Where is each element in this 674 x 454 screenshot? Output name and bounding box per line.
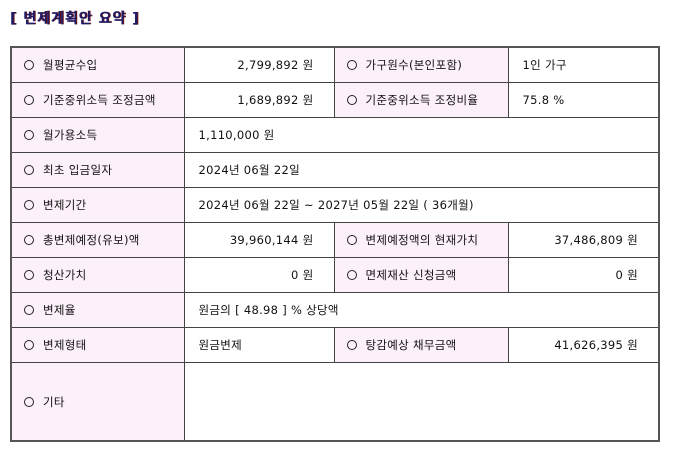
table-row: 변제율 원금의 [ 48.98 ] % 상당액 (10, 292, 660, 328)
adjusted-amount-label: 기준중위소득 조정금액 (43, 93, 156, 107)
disposable-income-label: 월가용소득 (43, 128, 98, 142)
circle-bullet-icon (346, 340, 357, 350)
table-row: 월평균수입 2,799,892 원 가구원수(본인포함) 1인 가구 (10, 46, 660, 83)
circle-bullet-icon (24, 95, 34, 105)
table-row: 변제기간 2024년 06월 22일 ~ 2027년 05월 22일 ( 36개… (10, 187, 660, 223)
repayment-rate-value: 원금의 [ 48.98 ] % 상당액 (183, 292, 660, 328)
circle-bullet-icon (24, 235, 34, 245)
label-cell: 변제율 (10, 292, 185, 328)
table-row: 청산가치 0 원 면제재산 신청금액 0 원 (10, 257, 660, 293)
expected-debt-label: 탕감예상 채무금액 (365, 338, 457, 352)
label-cell: 면제재산 신청금액 (333, 257, 509, 293)
circle-bullet-icon (24, 305, 34, 315)
disposable-income-value: 1,110,000 원 (183, 117, 660, 153)
table-row: 월가용소득 1,110,000 원 (10, 117, 660, 153)
present-value-value: 37,486,809 원 (507, 222, 660, 258)
label-cell: 기준중위소득 조정금액 (10, 82, 185, 118)
table-row: 기타 (10, 362, 660, 442)
household-value: 1인 가구 (507, 46, 660, 83)
label-cell: 변제기간 (10, 187, 185, 223)
page-title: [ 변제계획안 요약 ] (10, 11, 140, 27)
expected-debt-value: 41,626,395 원 (507, 327, 660, 363)
repayment-type-label: 변제형태 (43, 338, 87, 352)
exempt-property-value: 0 원 (507, 257, 660, 293)
circle-bullet-icon (24, 396, 34, 407)
circle-bullet-icon (24, 165, 34, 175)
circle-bullet-icon (24, 200, 34, 210)
label-cell: 최초 입금일자 (10, 152, 185, 188)
liquidation-value-value: 0 원 (183, 257, 335, 293)
monthly-income-value: 2,799,892 원 (183, 46, 335, 83)
adjusted-ratio-value: 75.8 % (507, 82, 660, 118)
repayment-rate-label: 변제율 (43, 303, 76, 317)
total-planned-value: 39,960,144 원 (183, 222, 335, 258)
label-cell: 기준중위소득 조정비율 (333, 82, 509, 118)
label-cell: 월가용소득 (10, 117, 185, 153)
circle-bullet-icon (346, 270, 357, 280)
label-cell: 탕감예상 채무금액 (333, 327, 509, 363)
liquidation-value-label: 청산가치 (43, 268, 87, 282)
period-value: 2024년 06월 22일 ~ 2027년 05월 22일 ( 36개월) (183, 187, 660, 223)
circle-bullet-icon (24, 60, 34, 70)
adjusted-amount-value: 1,689,892 원 (183, 82, 335, 118)
adjusted-ratio-label: 기준중위소득 조정비율 (365, 93, 479, 107)
period-label: 변제기간 (43, 198, 87, 212)
label-cell: 변제형태 (10, 327, 185, 363)
table-row: 변제형태 원금변제 탕감예상 채무금액 41,626,395 원 (10, 327, 660, 363)
table-row: 최초 입금일자 2024년 06월 22일 (10, 152, 660, 188)
other-label: 기타 (43, 394, 65, 409)
label-cell: 기타 (10, 362, 185, 442)
table-row: 기준중위소득 조정금액 1,689,892 원 기준중위소득 조정비율 75.8… (10, 82, 660, 118)
circle-bullet-icon (346, 60, 357, 70)
exempt-property-label: 면제재산 신청금액 (365, 268, 457, 282)
repayment-plan-summary-table: 월평균수입 2,799,892 원 가구원수(본인포함) 1인 가구 기준중위소… (10, 46, 660, 442)
label-cell: 변제예정액의 현재가치 (333, 222, 509, 258)
circle-bullet-icon (24, 130, 34, 140)
first-payment-label: 최초 입금일자 (43, 163, 113, 177)
repayment-type-value: 원금변제 (183, 327, 335, 363)
label-cell: 청산가치 (10, 257, 185, 293)
label-cell: 총변제예정(유보)액 (10, 222, 185, 258)
monthly-income-label: 월평균수입 (43, 58, 98, 72)
total-planned-label: 총변제예정(유보)액 (43, 233, 140, 247)
circle-bullet-icon (24, 340, 34, 350)
other-value (183, 362, 660, 442)
household-label: 가구원수(본인포함) (365, 58, 463, 72)
present-value-label: 변제예정액의 현재가치 (365, 233, 479, 247)
label-cell: 가구원수(본인포함) (333, 46, 509, 83)
table-row: 총변제예정(유보)액 39,960,144 원 변제예정액의 현재가치 37,4… (10, 222, 660, 258)
circle-bullet-icon (24, 270, 34, 280)
circle-bullet-icon (346, 235, 357, 245)
label-cell: 월평균수입 (10, 46, 185, 83)
first-payment-value: 2024년 06월 22일 (183, 152, 660, 188)
circle-bullet-icon (346, 95, 357, 105)
